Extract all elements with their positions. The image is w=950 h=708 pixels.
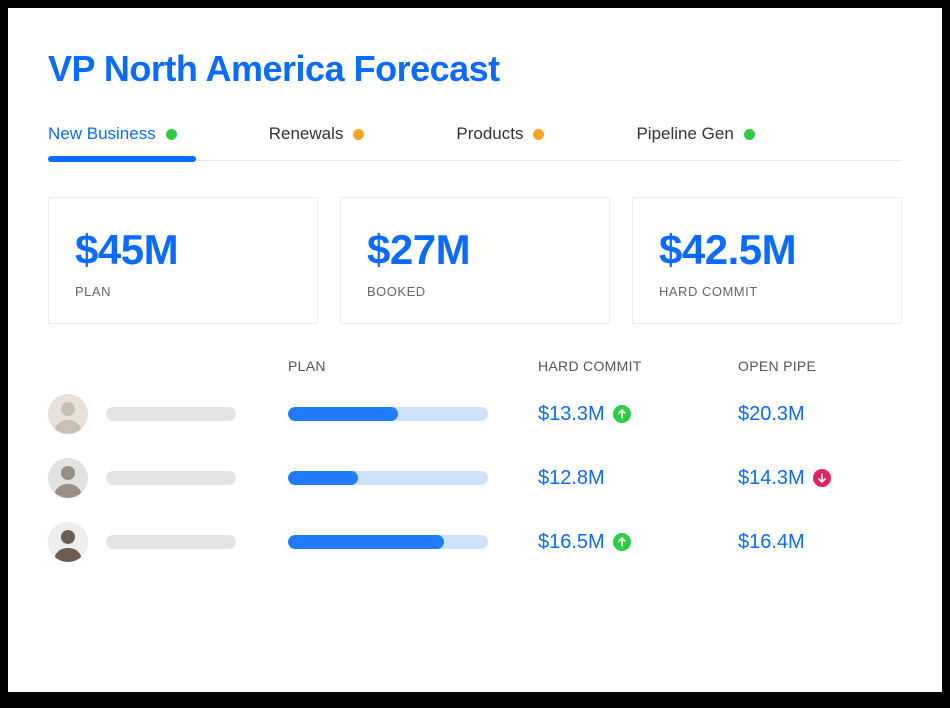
col-plan: PLAN xyxy=(288,358,538,374)
active-tab-indicator xyxy=(48,156,196,162)
table-row: $16.5M $16.4M xyxy=(48,510,902,574)
card-value: $42.5M xyxy=(659,226,875,274)
person-cell xyxy=(48,394,288,434)
plan-progress-bar xyxy=(288,407,488,421)
table-row: $13.3M $20.3M xyxy=(48,382,902,446)
tab-label: New Business xyxy=(48,124,156,144)
metric-value: $20.3M xyxy=(738,403,805,426)
card-label: HARD COMMIT xyxy=(659,284,875,299)
table-row: $12.8M $14.3M xyxy=(48,446,902,510)
status-dot-icon xyxy=(166,129,177,140)
tab-renewals[interactable]: Renewals xyxy=(269,124,365,160)
plan-cell xyxy=(288,471,538,485)
person-cell xyxy=(48,522,288,562)
dashboard-frame: VP North America Forecast New Business R… xyxy=(8,8,942,692)
tab-products[interactable]: Products xyxy=(456,124,544,160)
col-hard-commit: HARD COMMIT xyxy=(538,358,738,374)
trend-down-icon xyxy=(813,469,831,487)
open-pipe-cell: $20.3M xyxy=(738,403,918,426)
plan-progress-fill xyxy=(288,407,398,421)
status-dot-icon xyxy=(744,129,755,140)
table-header: PLAN HARD COMMIT OPEN PIPE xyxy=(48,358,902,382)
avatar xyxy=(48,522,88,562)
tab-label: Products xyxy=(456,124,523,144)
open-pipe-cell: $14.3M xyxy=(738,467,918,490)
summary-cards: $45M PLAN $27M BOOKED $42.5M HARD COMMIT xyxy=(48,197,902,324)
metric-value: $13.3M xyxy=(538,403,605,426)
col-open-pipe: OPEN PIPE xyxy=(738,358,918,374)
avatar xyxy=(48,394,88,434)
name-placeholder xyxy=(106,407,236,421)
metric-value: $16.5M xyxy=(538,531,605,554)
tab-label: Pipeline Gen xyxy=(636,124,733,144)
open-pipe-cell: $16.4M xyxy=(738,531,918,554)
plan-cell xyxy=(288,407,538,421)
plan-progress-fill xyxy=(288,471,358,485)
status-dot-icon xyxy=(533,129,544,140)
trend-up-icon xyxy=(613,533,631,551)
plan-progress-bar xyxy=(288,471,488,485)
name-placeholder xyxy=(106,471,236,485)
hard-commit-cell: $16.5M xyxy=(538,531,738,554)
card-hard-commit: $42.5M HARD COMMIT xyxy=(632,197,902,324)
metric-value: $16.4M xyxy=(738,531,805,554)
tabs: New Business Renewals Products Pipeline … xyxy=(48,124,902,161)
name-placeholder xyxy=(106,535,236,549)
hard-commit-cell: $12.8M xyxy=(538,467,738,490)
plan-progress-fill xyxy=(288,535,444,549)
avatar xyxy=(48,458,88,498)
card-label: PLAN xyxy=(75,284,291,299)
metric-value: $14.3M xyxy=(738,467,805,490)
tab-label: Renewals xyxy=(269,124,344,144)
card-booked: $27M BOOKED xyxy=(340,197,610,324)
card-value: $45M xyxy=(75,226,291,274)
plan-cell xyxy=(288,535,538,549)
card-value: $27M xyxy=(367,226,583,274)
status-dot-icon xyxy=(353,129,364,140)
person-cell xyxy=(48,458,288,498)
trend-up-icon xyxy=(613,405,631,423)
card-label: BOOKED xyxy=(367,284,583,299)
tab-pipeline-gen[interactable]: Pipeline Gen xyxy=(636,124,754,160)
card-plan: $45M PLAN xyxy=(48,197,318,324)
page-title: VP North America Forecast xyxy=(48,48,902,90)
tab-new-business[interactable]: New Business xyxy=(48,124,177,160)
plan-progress-bar xyxy=(288,535,488,549)
forecast-table: PLAN HARD COMMIT OPEN PIPE $13.3M xyxy=(48,358,902,574)
metric-value: $12.8M xyxy=(538,467,605,490)
hard-commit-cell: $13.3M xyxy=(538,403,738,426)
